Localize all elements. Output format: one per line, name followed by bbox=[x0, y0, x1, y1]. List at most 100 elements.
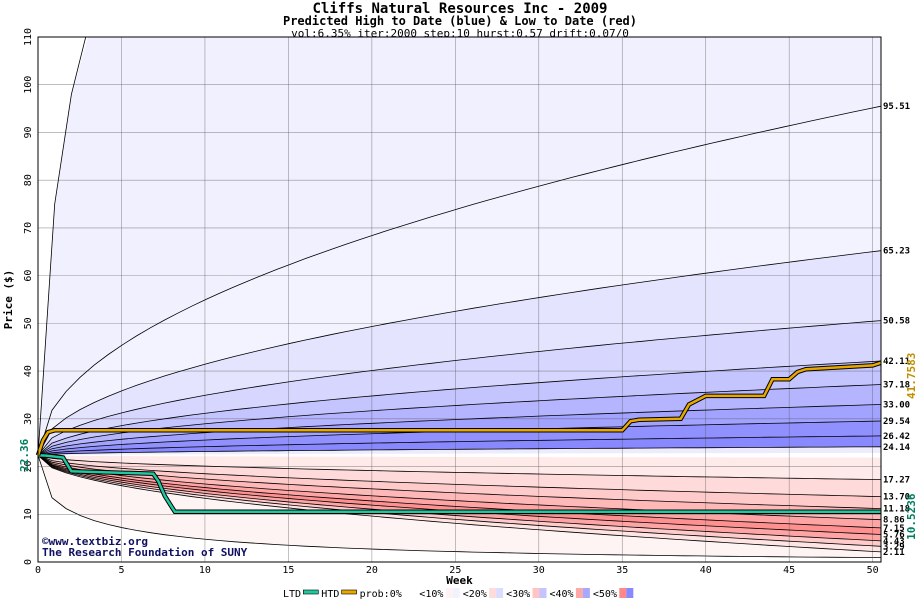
y-tick-label: 80 bbox=[23, 174, 34, 186]
series-lines bbox=[35, 37, 882, 553]
y-tick-label: 50 bbox=[23, 317, 34, 329]
y-tick-label: 10 bbox=[23, 508, 34, 520]
y-tick-label: 60 bbox=[23, 270, 34, 282]
x-tick-label: 25 bbox=[449, 565, 461, 576]
y-tick-label: 100 bbox=[23, 76, 34, 94]
band-value-label: 2.11 bbox=[883, 548, 905, 558]
x-tick-label: 50 bbox=[867, 565, 879, 576]
legend-bin-swatch-high bbox=[452, 588, 460, 598]
legend-bin-label: <10% bbox=[419, 589, 443, 600]
legend-prob-label: prob:0% bbox=[360, 589, 402, 600]
band-value-label: 29.54 bbox=[883, 417, 911, 427]
y-tick-label: 110 bbox=[23, 28, 34, 46]
start-price-label: 22.36 bbox=[18, 438, 31, 471]
htd-series-line bbox=[36, 361, 882, 456]
high-band bbox=[38, 106, 881, 456]
chart-title: Cliffs Natural Resources Inc - 2009 bbox=[312, 1, 608, 17]
high-band-edge bbox=[37, 435, 882, 456]
legend-bin-swatch-high bbox=[582, 588, 590, 598]
high-band bbox=[38, 250, 881, 456]
x-tick-label: 45 bbox=[783, 565, 795, 576]
legend-ltd-label: LTD bbox=[283, 589, 301, 600]
probability-bands bbox=[37, 37, 882, 562]
copyright-org: The Research Foundation of SUNY bbox=[42, 546, 248, 559]
axes: 0 5 10 15 20 25 30 35 40 45 50 0 10 20 30 40 50 60 70 80 90 1… bbox=[2, 28, 882, 587]
legend-htd-swatch bbox=[341, 589, 357, 595]
low-band bbox=[38, 455, 881, 509]
x-tick-label: 10 bbox=[199, 565, 211, 576]
legend-bin-swatch-high bbox=[626, 588, 634, 598]
low-band-edge bbox=[37, 455, 882, 553]
high-band-edge bbox=[37, 384, 882, 456]
grid-lines bbox=[37, 36, 881, 563]
low-band bbox=[38, 455, 881, 480]
low-band bbox=[38, 455, 881, 535]
band-value-label: 11.18 bbox=[883, 505, 910, 515]
low-band-edge bbox=[37, 454, 882, 529]
low-band-edge bbox=[37, 454, 882, 542]
value-labels: 95.51 65.23 50.58 42.11 37.18 33.00 29.54 26.42… bbox=[883, 102, 918, 558]
y-tick-label: 40 bbox=[23, 365, 34, 377]
low-band bbox=[38, 455, 881, 541]
x-tick-label: 35 bbox=[616, 565, 628, 576]
low-band-edge bbox=[37, 454, 882, 521]
band-value-label: 7.15 bbox=[883, 524, 905, 534]
legend-bin-label: <50% bbox=[593, 589, 617, 600]
extreme-low-curve bbox=[37, 455, 882, 558]
high-band bbox=[38, 384, 881, 456]
high-band-edge bbox=[37, 105, 882, 456]
band-value-label: 3.29 bbox=[883, 542, 905, 552]
low-band bbox=[38, 455, 881, 528]
x-tick-label: 30 bbox=[533, 565, 545, 576]
high-band bbox=[38, 446, 881, 456]
legend-bin-label: <30% bbox=[506, 589, 530, 600]
plot-frame bbox=[37, 36, 882, 563]
final-low-label: 10.5236 bbox=[905, 493, 918, 540]
x-tick-label: 0 bbox=[35, 565, 41, 576]
low-band-edge bbox=[37, 454, 882, 480]
ltd-series-line bbox=[37, 454, 881, 514]
low-band-edge bbox=[37, 454, 882, 497]
band-value-label: 26.42 bbox=[883, 432, 910, 442]
y-tick-label: 0 bbox=[23, 559, 34, 565]
band-value-label: 24.14 bbox=[883, 443, 911, 453]
legend-bin-swatch-low bbox=[489, 588, 497, 598]
high-band-edge bbox=[37, 360, 882, 456]
high-band bbox=[38, 435, 881, 456]
low-band-edge bbox=[37, 454, 882, 509]
band-value-label: 33.00 bbox=[883, 401, 910, 411]
high-band-edge bbox=[37, 446, 882, 456]
y-axis-label: Price ($) bbox=[2, 270, 15, 330]
legend-bin-label: <20% bbox=[463, 589, 487, 600]
band-value-label: 5.76 bbox=[883, 531, 905, 541]
final-high-label: 41.7583 bbox=[905, 353, 918, 399]
high-band-edge bbox=[37, 250, 882, 456]
legend-prob-swatch bbox=[404, 588, 418, 598]
band-value-label: 37.18 bbox=[883, 381, 910, 391]
band-value-label: 4.43 bbox=[883, 537, 905, 547]
low-band bbox=[38, 455, 881, 520]
legend-bin-label: <40% bbox=[550, 589, 574, 600]
high-band bbox=[38, 361, 881, 456]
x-tick-label: 20 bbox=[366, 565, 378, 576]
legend-bin-swatch-low bbox=[619, 588, 627, 598]
x-tick-label: 15 bbox=[282, 565, 294, 576]
band-value-label: 13.70 bbox=[883, 493, 910, 503]
band-value-label: 8.86 bbox=[883, 516, 905, 526]
x-axis-label: Week bbox=[446, 574, 473, 587]
y-tick-label: 30 bbox=[23, 413, 34, 425]
x-tick-label: 40 bbox=[700, 565, 712, 576]
low-band bbox=[38, 455, 881, 547]
band-value-label: 50.58 bbox=[883, 317, 910, 327]
y-tick-label: 90 bbox=[23, 126, 34, 138]
band-value-label: 65.23 bbox=[883, 247, 910, 257]
low-band bbox=[38, 455, 881, 497]
legend-bin-swatch-low bbox=[445, 588, 453, 598]
low-band-outer bbox=[38, 455, 881, 558]
legend-bin-swatch-low bbox=[532, 588, 540, 598]
legend-bin-swatch-high bbox=[539, 588, 547, 598]
high-band bbox=[38, 421, 881, 456]
extreme-high-curve bbox=[38, 37, 87, 456]
